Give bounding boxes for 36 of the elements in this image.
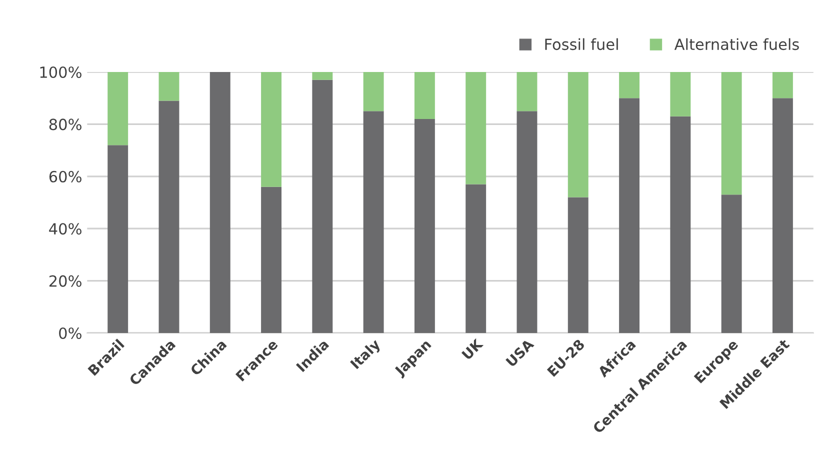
x-tick-label: UK xyxy=(461,338,484,360)
y-tick-label: 60% xyxy=(49,170,82,182)
bar xyxy=(210,72,230,333)
bar xyxy=(312,80,333,333)
bar xyxy=(363,72,384,112)
bar xyxy=(466,72,486,184)
bar xyxy=(261,72,282,187)
bar xyxy=(772,72,793,98)
bar xyxy=(261,186,282,333)
bar xyxy=(721,194,742,333)
bar xyxy=(108,145,128,333)
bar xyxy=(670,116,691,333)
bar xyxy=(516,111,538,333)
bar xyxy=(670,72,691,116)
bar xyxy=(721,72,742,195)
y-tick-label: 80% xyxy=(49,118,82,130)
bar xyxy=(568,197,588,333)
bar xyxy=(466,184,486,333)
legend-label: Fossil fuel xyxy=(545,38,618,50)
bar xyxy=(414,72,435,119)
bar xyxy=(414,118,435,333)
bar xyxy=(158,72,180,101)
y-tick-label: 0% xyxy=(59,327,82,340)
legend-label: Alternative fuels xyxy=(674,38,799,50)
bar xyxy=(568,72,588,198)
bar xyxy=(158,100,180,333)
bar xyxy=(516,72,538,112)
y-tick-label: 40% xyxy=(49,223,82,235)
bar xyxy=(772,98,793,333)
y-tick-label: 100% xyxy=(40,66,82,78)
bar xyxy=(619,98,640,333)
bar xyxy=(363,111,384,333)
bar xyxy=(312,72,333,80)
y-tick-label: 20% xyxy=(49,275,82,287)
bar xyxy=(108,72,128,146)
bar xyxy=(619,72,640,98)
